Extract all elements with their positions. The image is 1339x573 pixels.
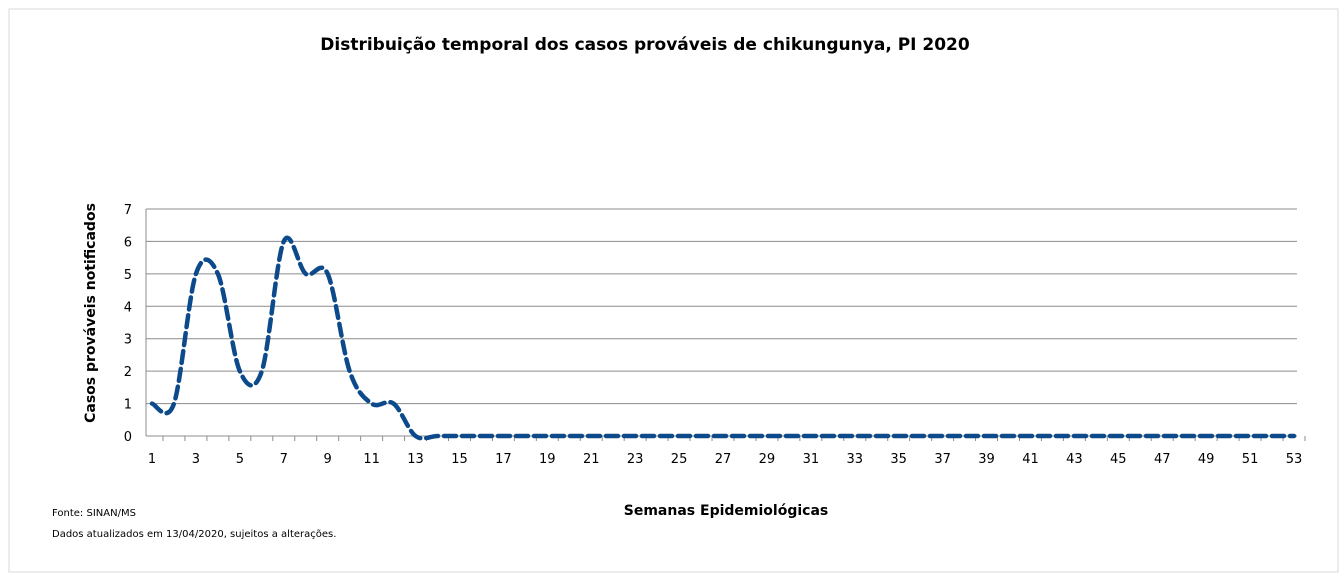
y-tick-label: 5 bbox=[124, 268, 132, 283]
source-note: Fonte: SINAN/MS bbox=[52, 508, 136, 519]
x-tick-label: 39 bbox=[978, 452, 995, 467]
x-tick-label: 7 bbox=[280, 452, 288, 467]
x-tick-label: 33 bbox=[846, 452, 863, 467]
x-tick-label: 45 bbox=[1110, 452, 1127, 467]
y-axis-label: Casos prováveis notificados bbox=[83, 203, 99, 423]
x-tick-label: 5 bbox=[236, 452, 244, 467]
x-tick-label: 25 bbox=[671, 452, 688, 467]
data-line bbox=[149, 235, 1297, 441]
y-tick-label: 1 bbox=[124, 398, 132, 413]
x-tick-label: 47 bbox=[1154, 452, 1171, 467]
x-tick-label: 35 bbox=[890, 452, 907, 467]
x-tick-label: 1 bbox=[148, 452, 156, 467]
x-tick-label: 17 bbox=[495, 452, 512, 467]
y-tick-label: 0 bbox=[124, 430, 132, 445]
x-tick-label: 11 bbox=[363, 452, 380, 467]
y-tick-label: 6 bbox=[124, 235, 132, 250]
chart-title: Distribuição temporal dos casos provávei… bbox=[320, 35, 970, 55]
x-tick-label: 43 bbox=[1066, 452, 1083, 467]
x-tick-label: 23 bbox=[627, 452, 644, 467]
x-tick-label: 31 bbox=[803, 452, 820, 467]
y-tick-label: 3 bbox=[124, 333, 132, 348]
x-tick-label: 27 bbox=[715, 452, 732, 467]
x-tick-label: 3 bbox=[192, 452, 200, 467]
x-tick-label: 13 bbox=[407, 452, 424, 467]
x-tick-label: 37 bbox=[934, 452, 951, 467]
x-tick-label: 51 bbox=[1242, 452, 1259, 467]
y-tick-label: 2 bbox=[124, 365, 132, 380]
x-axis-label: Semanas Epidemiológicas bbox=[624, 503, 828, 519]
x-tick-label: 29 bbox=[759, 452, 776, 467]
y-tick-label: 7 bbox=[124, 203, 132, 218]
x-tick-label: 49 bbox=[1198, 452, 1215, 467]
x-tick-label: 15 bbox=[451, 452, 468, 467]
x-tick-label: 21 bbox=[583, 452, 600, 467]
y-tick-label: 4 bbox=[124, 300, 132, 315]
x-tick-label: 41 bbox=[1022, 452, 1039, 467]
update-note: Dados atualizados em 13/04/2020, sujeito… bbox=[52, 529, 336, 540]
chart-frame bbox=[8, 8, 1339, 573]
x-tick-label: 19 bbox=[539, 452, 556, 467]
x-tick-label: 9 bbox=[324, 452, 332, 467]
x-tick-label: 53 bbox=[1286, 452, 1303, 467]
